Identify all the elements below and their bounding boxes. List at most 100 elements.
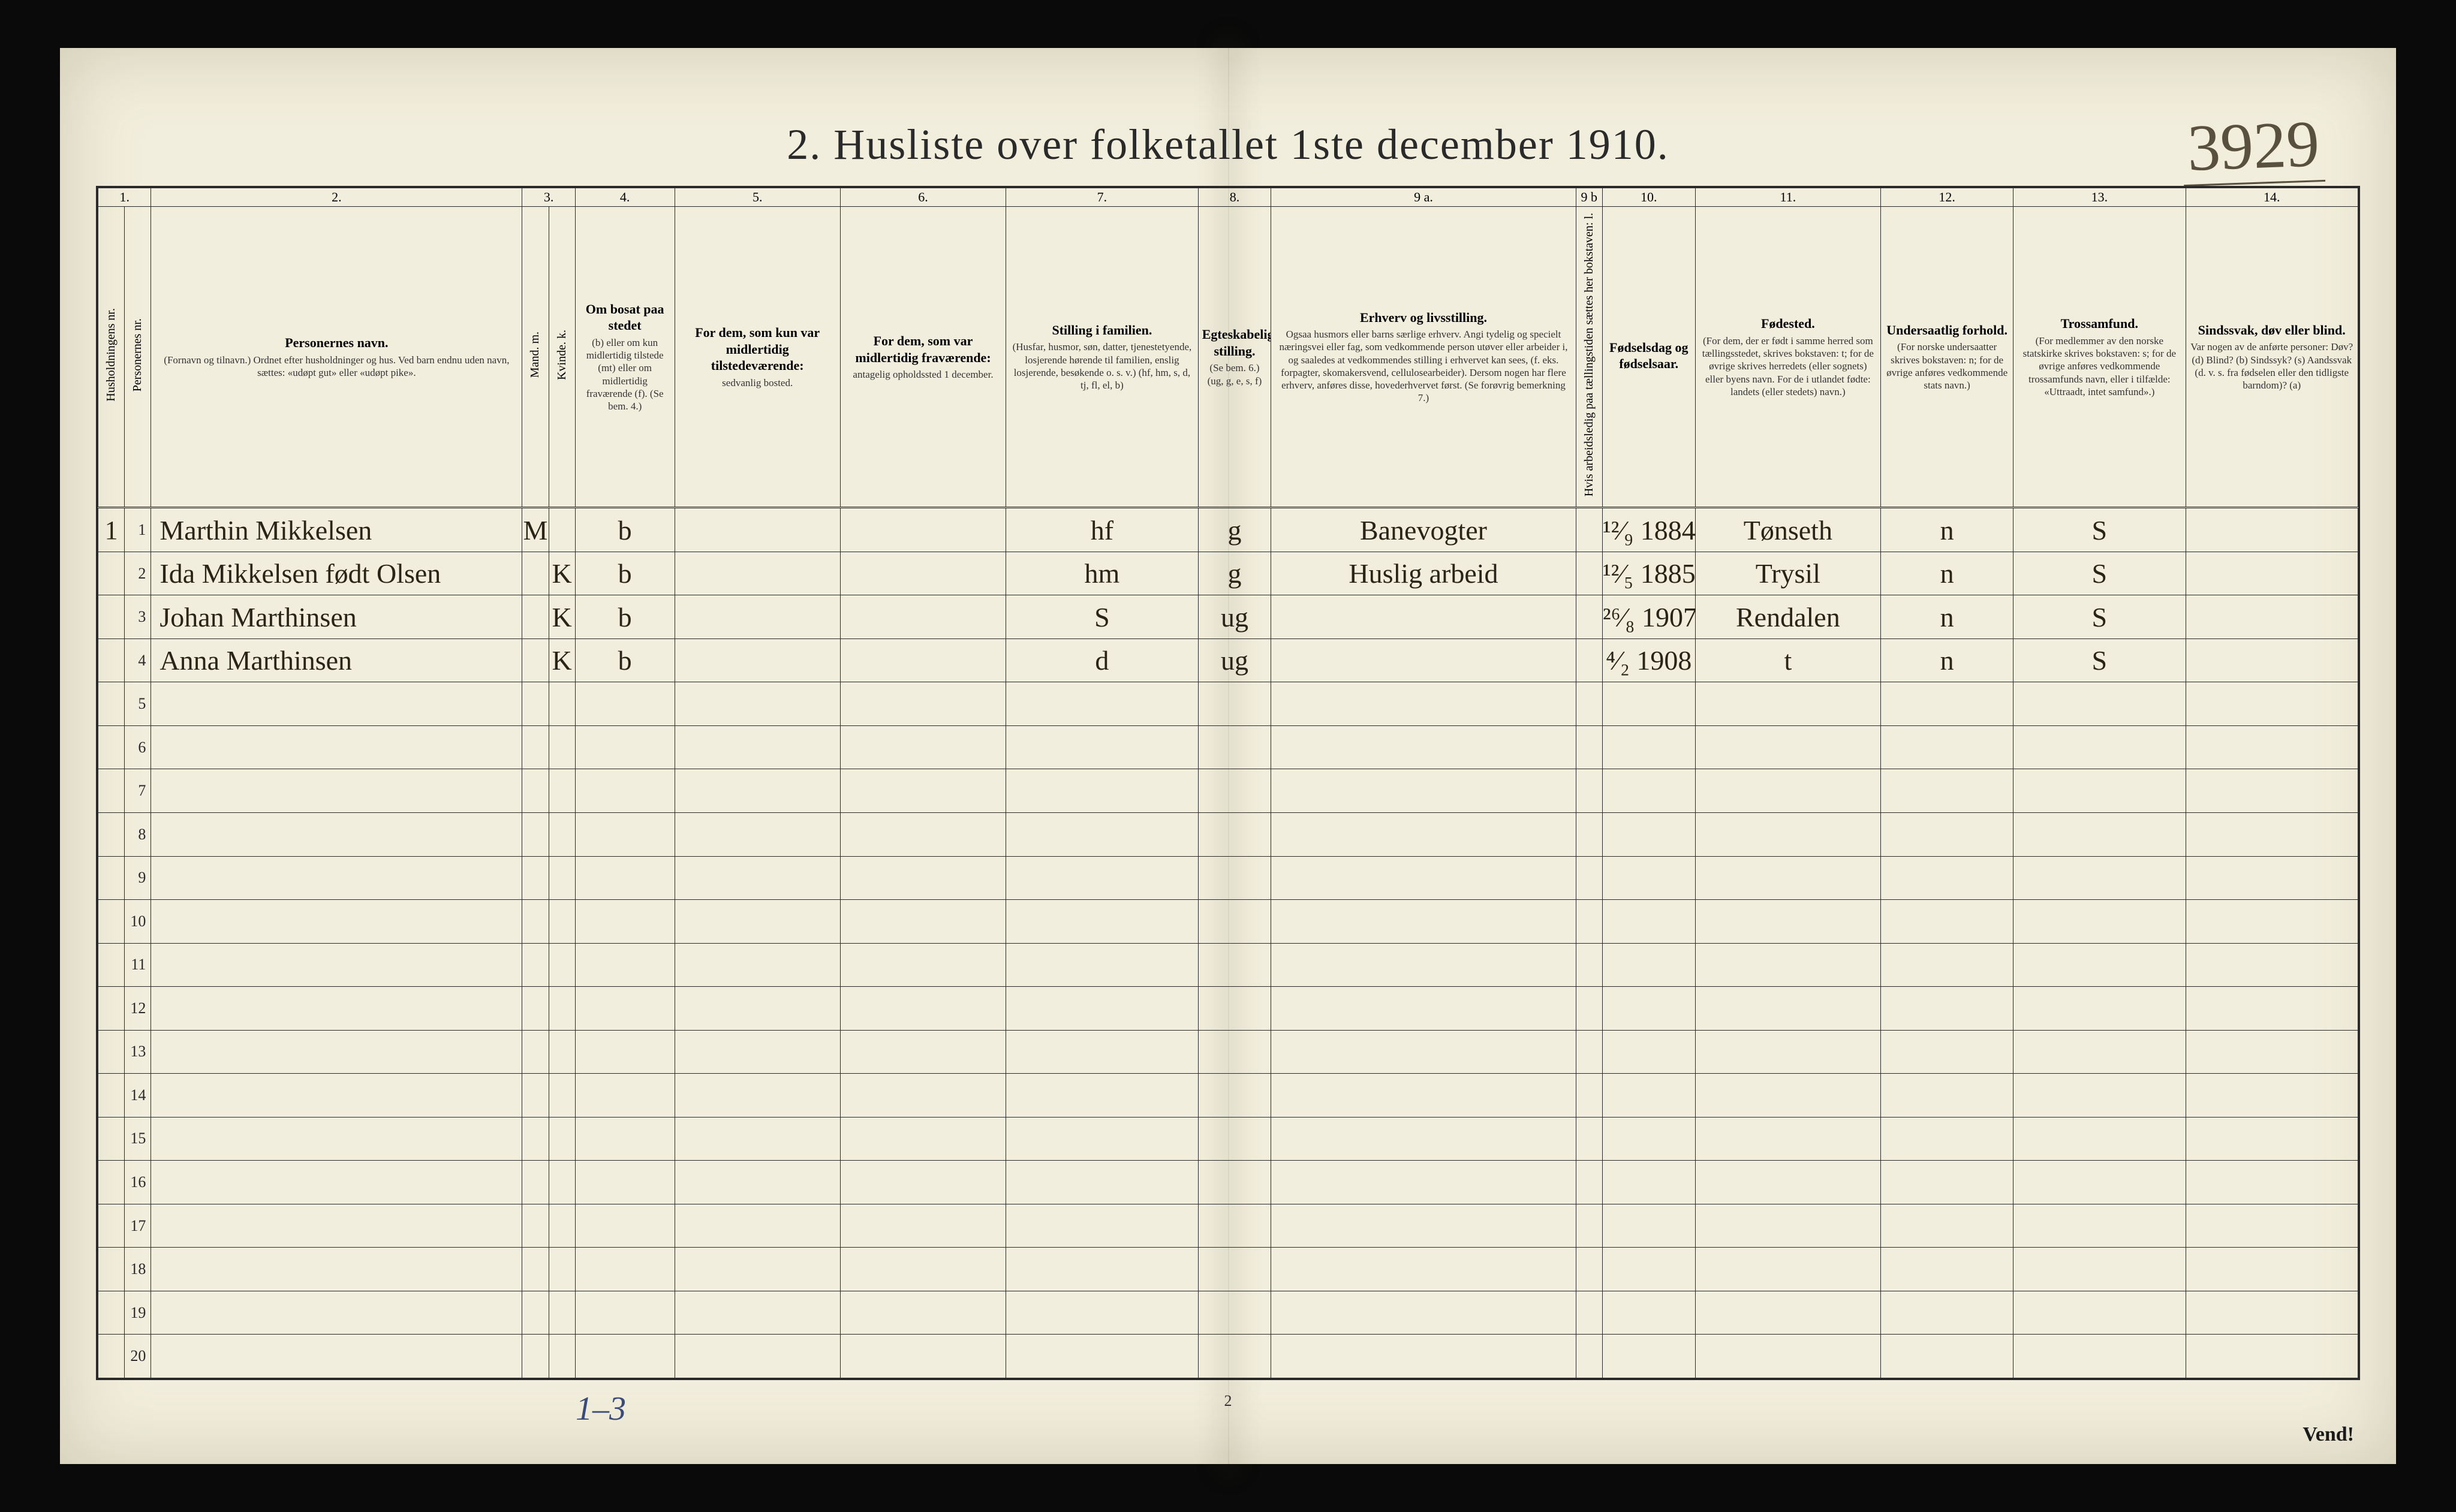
cell-disability [2186,943,2358,987]
cell-pn: 3 [125,595,151,639]
colnum-3: 3. [522,188,575,207]
cell-hh [98,900,125,944]
cell-sex_m [522,813,549,857]
cell-temp_absent [840,1030,1006,1074]
header-residence-sub: (b) eller om kun midlertidig tilstede (m… [579,336,671,413]
cell-unemployed [1576,595,1602,639]
cell-unemployed [1576,1204,1602,1248]
header-occupation-label: Erhverv og livsstilling. [1275,309,1572,326]
cell-unemployed [1576,1030,1602,1074]
header-person-no-label: Personernes nr. [130,316,145,394]
cell-nationality [1881,1291,2013,1335]
cell-birth [1602,1161,1695,1204]
table-row: 11Marthin MikkelsenMbhfgBanevogter¹²⁄₉ 1… [98,508,2358,552]
cell-temp_absent [840,682,1006,726]
header-temp-present-sub: sedvanlig bosted. [679,377,836,389]
cell-religion [2013,1074,2186,1118]
cell-birthplace [1695,1074,1880,1118]
cell-nationality [1881,1335,2013,1378]
header-nationality: Undersaatlig forhold. (For norske unders… [1881,207,2013,508]
cell-hh [98,682,125,726]
cell-temp_absent [840,1074,1006,1118]
cell-temp_absent [840,1204,1006,1248]
cell-marital: ug [1198,638,1271,682]
cell-temp_present [675,508,840,552]
cell-residence [575,900,675,944]
table-row: 4Anna MarthinsenKbdug⁴⁄₂ 1908tnS [98,638,2358,682]
cell-sex_k [549,1161,575,1204]
cell-birthplace [1695,1117,1880,1161]
cell-pn: 4 [125,638,151,682]
cell-hh [98,1248,125,1291]
cell-occupation [1271,1030,1576,1074]
cell-marital [1198,682,1271,726]
cell-pn: 10 [125,900,151,944]
table-row-empty: 11 [98,943,2358,987]
cell-family_pos [1006,987,1199,1031]
cell-temp_absent [840,943,1006,987]
cell-temp_absent [840,725,1006,769]
cell-temp_present [675,1030,840,1074]
cell-sex_m [522,769,549,813]
cell-sex_m [522,856,549,900]
cell-temp_present [675,1161,840,1204]
table-row-empty: 14 [98,1074,2358,1118]
cell-marital [1198,943,1271,987]
cell-hh [98,595,125,639]
cell-religion [2013,1248,2186,1291]
cell-occupation [1271,943,1576,987]
cell-disability [2186,769,2358,813]
cell-temp_present [675,1291,840,1335]
cell-birth [1602,725,1695,769]
cell-religion [2013,1030,2186,1074]
cell-nationality [1881,813,2013,857]
header-household-no-label: Husholdningens nr. [104,306,119,404]
header-temp-absent-sub: antagelig opholdssted 1 december. [844,368,1002,381]
header-birth-label: Fødselsdag og fødselsaar. [1606,339,1691,372]
cell-sex_k [549,1117,575,1161]
cell-marital [1198,1204,1271,1248]
cell-name [151,943,522,987]
cell-temp_present [675,813,840,857]
cell-unemployed [1576,1335,1602,1378]
cell-disability [2186,987,2358,1031]
cell-family_pos [1006,900,1199,944]
cell-nationality: n [1881,508,2013,552]
cell-birth [1602,1030,1695,1074]
cell-family_pos [1006,1074,1199,1118]
cell-occupation [1271,856,1576,900]
cell-residence: b [575,595,675,639]
cell-sex_m [522,682,549,726]
cell-occupation [1271,725,1576,769]
cell-unemployed [1576,856,1602,900]
cell-sex_k [549,769,575,813]
cell-marital [1198,1335,1271,1378]
cell-occupation [1271,1074,1576,1118]
cell-pn: 9 [125,856,151,900]
header-birthplace-label: Fødested. [1699,315,1877,332]
header-temp-absent: For dem, som var midlertidig fraværende:… [840,207,1006,508]
cell-residence [575,725,675,769]
cell-temp_present [675,725,840,769]
header-occupation: Erhverv og livsstilling. Ogsaa husmors e… [1271,207,1576,508]
header-birthplace-sub: (For dem, der er født i samme herred som… [1699,335,1877,398]
cell-family_pos [1006,943,1199,987]
cell-temp_present [675,638,840,682]
cell-pn: 17 [125,1204,151,1248]
cell-marital: g [1198,508,1271,552]
cell-sex_m [522,1074,549,1118]
cell-birthplace [1695,1335,1880,1378]
cell-temp_absent [840,595,1006,639]
cell-religion: S [2013,638,2186,682]
cell-residence [575,1161,675,1204]
cell-birth [1602,1291,1695,1335]
cell-temp_absent [840,1161,1006,1204]
cell-religion [2013,813,2186,857]
table-row-empty: 9 [98,856,2358,900]
cell-religion [2013,900,2186,944]
cell-birthplace: Trysil [1695,552,1880,595]
header-name-sub: (Fornavn og tilnavn.) Ordnet efter husho… [155,354,518,379]
cell-residence [575,1204,675,1248]
colnum-7: 7. [1006,188,1199,207]
cell-birth [1602,856,1695,900]
